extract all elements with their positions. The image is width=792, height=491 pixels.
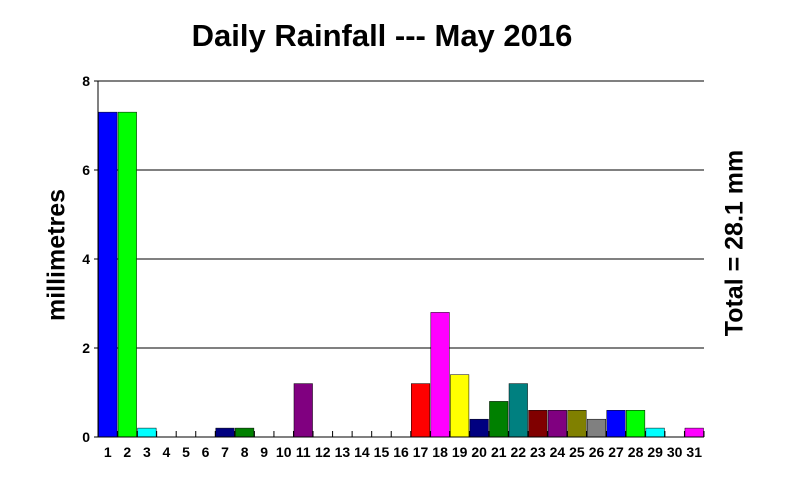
x-tick-label: 10 [276,444,292,460]
x-tick-label: 6 [202,444,210,460]
bar-day-17 [411,383,431,438]
y-tick-labels: 0 2 4 6 8 [82,73,90,445]
bar-day-24 [547,410,567,438]
x-tick-label: 20 [471,444,487,460]
x-tick-label: 3 [143,444,151,460]
y-tick-label: 4 [82,251,90,267]
gridlines [98,80,704,349]
y-tick-label: 8 [82,73,90,89]
bar-day-28 [626,410,646,438]
bar-day-8 [235,427,255,438]
y-tick-label: 2 [82,340,90,356]
x-tick-label: 13 [335,444,351,460]
x-tick-label: 11 [296,444,311,460]
bar-day-11 [293,383,313,438]
x-tick-label: 1 [104,444,112,460]
axes [94,80,705,438]
bar-day-31 [684,427,704,438]
x-tick-label: 26 [589,444,605,460]
x-tick-label: 23 [530,444,546,460]
x-tick-label: 14 [354,444,370,460]
x-tick-label: 22 [511,444,527,460]
bar-day-1 [98,111,118,438]
bar-day-19 [450,374,470,438]
y-tick-label: 0 [82,429,90,445]
y-tick-label: 6 [82,162,90,178]
x-tick-label: 24 [550,444,566,460]
bar-day-18 [430,312,450,438]
x-tick-label: 27 [608,444,624,460]
x-tick-label: 2 [123,444,131,460]
x-tick-label: 15 [374,444,390,460]
x-tick-label: 21 [491,444,507,460]
x-tick-label: 31 [686,444,702,460]
x-tick-label: 29 [647,444,663,460]
chart-title: Daily Rainfall --- May 2016 [191,18,573,53]
bar-day-2 [117,111,137,438]
bar-day-29 [645,427,665,438]
x-tick-label: 7 [221,444,229,460]
bar-day-23 [528,410,548,438]
bar-day-21 [489,401,509,438]
x-tick-label: 30 [667,444,683,460]
x-tick-label: 16 [393,444,409,460]
bar-day-22 [508,383,528,438]
x-tick-label: 18 [432,444,448,460]
x-tick-label: 12 [315,444,331,460]
bar-day-20 [469,418,489,438]
x-tick-label: 17 [413,444,429,460]
bar-day-27 [606,410,626,438]
bar-day-26 [586,418,607,438]
bar-day-3 [137,427,157,438]
x-tick-label: 5 [182,444,190,460]
bar-day-25 [567,410,587,438]
x-tick-label: 9 [260,444,268,460]
bars [98,111,704,438]
x-tick-label: 19 [452,444,468,460]
bar-day-7 [215,427,235,438]
x-tick-label: 28 [628,444,644,460]
x-tick-labels: 1 2 3 4 5 6 7 8 9 10 11 12 13 14 15 16 17 18 19 20 21 22 23 24 2… [104,444,702,460]
x-tick-label: 8 [241,444,249,460]
x-tick-label: 4 [163,444,171,460]
x-tick-label: 25 [569,444,585,460]
